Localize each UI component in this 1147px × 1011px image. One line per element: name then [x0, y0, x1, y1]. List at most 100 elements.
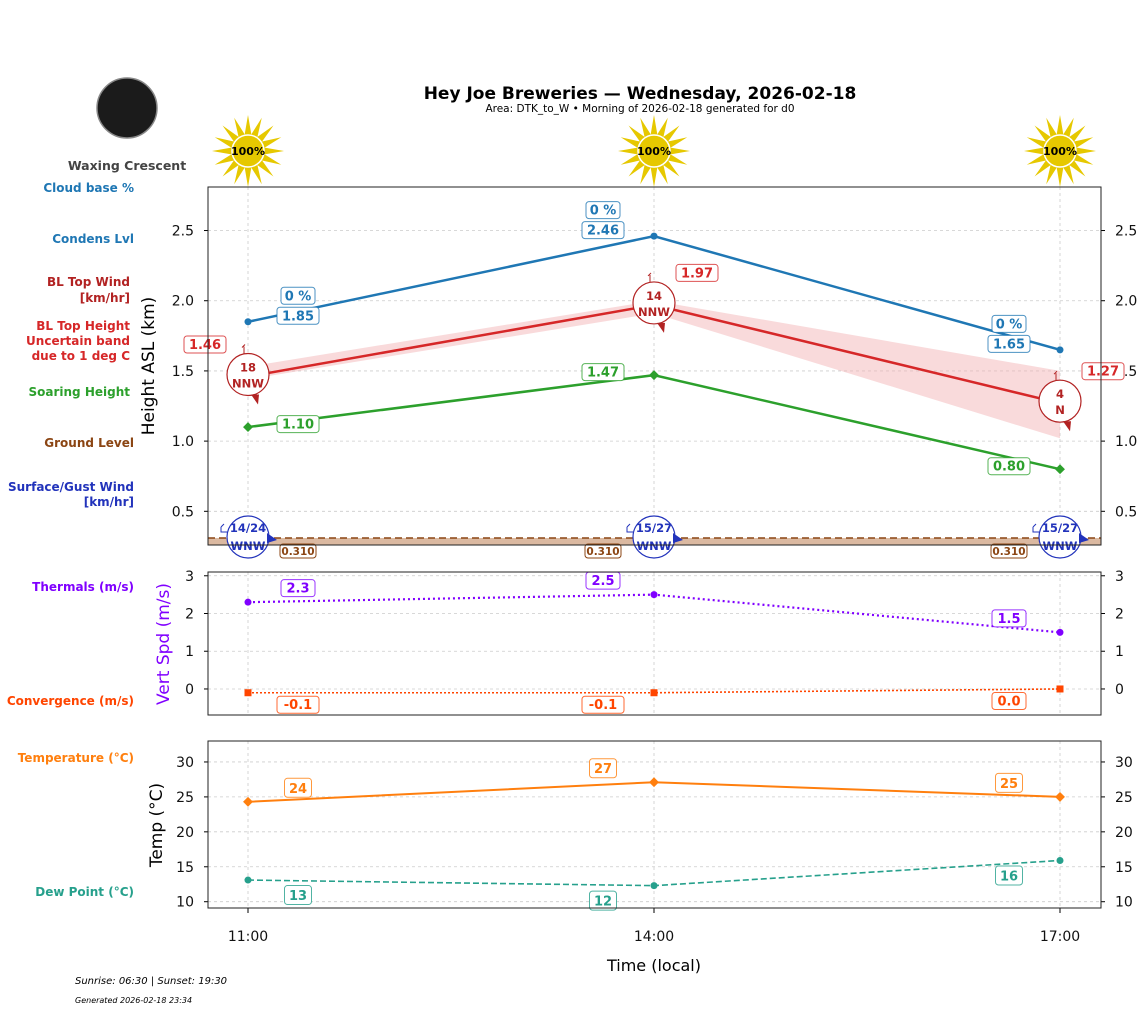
thermals-label: 2.5: [591, 574, 614, 589]
cloud-base-label: 0 %: [590, 204, 617, 219]
dewpoint-label: 13: [289, 889, 307, 904]
y-tick-label: 30: [176, 755, 194, 771]
temperature-label-box: [284, 777, 312, 798]
thermals-point: [244, 598, 252, 606]
bl-wind-arrow-icon: [657, 322, 665, 333]
chart-subtitle: Area: DTK_to_W • Morning of 2026-02-18 g…: [485, 103, 794, 115]
panel-frame: [207, 186, 1102, 546]
y-tick-label-right: 2: [1115, 607, 1124, 623]
surface-wind-arrow-icon: [1079, 533, 1089, 543]
soaring-label: 1.10: [282, 418, 314, 433]
dewpoint-point: [1056, 856, 1064, 864]
label-bl-wind-2: [km/hr]: [80, 291, 130, 305]
label-thermals: Thermals (m/s): [32, 580, 134, 594]
bl-wind-circle: [1038, 379, 1082, 423]
y-tick-label: 1: [185, 644, 194, 660]
ground-label: 0.310: [281, 546, 314, 558]
surface-wind-arrow-icon: [267, 533, 277, 543]
sun-disc: [231, 134, 265, 168]
label-cloud-base: Cloud base %: [43, 181, 134, 195]
y-tick-label-right: 30: [1115, 755, 1133, 771]
soaring-label: 1.47: [587, 366, 619, 381]
surface-wind-speed: 15/27: [636, 521, 672, 535]
sun-disc: [637, 134, 671, 168]
dewpoint-label-box: [995, 865, 1023, 886]
label-ground: Ground Level: [44, 436, 134, 450]
thermals-label-box: [991, 609, 1027, 628]
y-tick-label: 15: [176, 860, 194, 876]
bl-wind-speed: 14: [646, 289, 662, 303]
convergence-label-box: [276, 695, 320, 714]
thermals-point: [1056, 628, 1064, 636]
panel-frame: [207, 740, 1102, 909]
label-bl-height-1: BL Top Height: [36, 319, 130, 333]
condens-point: [244, 318, 252, 326]
generated-stamp: Generated 2026-02-18 23:34: [75, 996, 192, 1005]
y-tick-label-right: 3: [1115, 569, 1124, 585]
dewpoint-label: 16: [1000, 869, 1018, 884]
surface-wind-speed: 15/27: [1042, 521, 1078, 535]
label-soaring: Soaring Height: [29, 385, 131, 399]
surface-wind-barb-icon: [626, 523, 633, 533]
surface-wind-dir: WNW: [1043, 539, 1078, 553]
bl-top-label-box: [675, 263, 719, 282]
y-tick-label: 2.5: [172, 224, 194, 240]
label-temperature: Temperature (°C): [18, 751, 134, 765]
condens-label: 1.85: [282, 309, 314, 324]
temperature-label-box: [589, 758, 617, 779]
y-tick-label-right: 2.0: [1115, 294, 1137, 310]
condens-point: [650, 232, 658, 240]
dewpoint-label-box: [589, 890, 617, 911]
bl-wind-barb-icon: [1053, 370, 1058, 381]
cloud-base-label-box: [991, 314, 1027, 333]
convergence-point: [650, 689, 658, 697]
panel-frame: [207, 571, 1102, 716]
cloud-base-label-box: [280, 286, 316, 305]
temperature-label-box: [995, 772, 1023, 793]
y-tick-label: 0.5: [172, 504, 194, 520]
bl-wind-barb-icon: [647, 272, 652, 282]
condens-label-box: [581, 221, 625, 240]
thermals-label-box: [280, 579, 316, 598]
label-condens: Condens Lvl: [52, 232, 134, 246]
temperature-point: [649, 777, 659, 788]
moon-icon: [96, 77, 158, 139]
ground-label-box: [279, 543, 317, 559]
y-tick-label-right: 0.5: [1115, 504, 1137, 520]
sun-icon: 100%: [618, 115, 690, 187]
y-tick-label: 2: [185, 607, 194, 623]
y-axis-label-height: Height ASL (km): [139, 297, 159, 436]
label-bl-height-3: due to 1 deg C: [32, 349, 131, 363]
bl-top-label: 1.27: [1087, 365, 1119, 380]
bl-top-label-box: [1081, 362, 1125, 381]
sun-cover-label: 100%: [1043, 145, 1077, 158]
cloud-base-label: 0 %: [285, 289, 312, 304]
soaring-point: [1055, 464, 1065, 475]
y-axis-label-temp: Temp (°C): [147, 783, 167, 868]
soaring-point: [649, 370, 659, 381]
bl-wind-arrow-icon: [251, 394, 259, 405]
convergence-label: -0.1: [284, 698, 312, 713]
bl-top-label-box: [183, 335, 227, 354]
x-tick-label: 11:00: [228, 929, 268, 945]
bl-top-label: 1.46: [189, 338, 221, 353]
convergence-point: [1056, 685, 1064, 693]
label-surface-1: Surface/Gust Wind: [8, 480, 134, 494]
y-tick-label: 25: [176, 790, 194, 806]
temperature-point: [243, 796, 253, 807]
y-tick-label-right: 20: [1115, 825, 1133, 841]
thermals-label: 1.5: [997, 612, 1020, 627]
sun-icon: 100%: [212, 115, 284, 187]
y-tick-label-right: 0: [1115, 682, 1124, 698]
condens-label-box: [987, 334, 1031, 353]
condens-point: [1056, 346, 1064, 354]
row-labels: Cloud base % Condens Lvl BL Top Wind [km…: [7, 181, 134, 899]
sun-disc: [1043, 134, 1077, 168]
x-tick-label: 14:00: [634, 929, 674, 945]
ground-label-box: [584, 543, 622, 559]
surface-wind-barb-icon: [1032, 523, 1039, 533]
bl-top-label: 1.97: [681, 266, 713, 281]
x-axis-label: Time (local): [606, 956, 701, 975]
y-tick-label: 1.0: [172, 434, 194, 450]
dewpoint-point: [244, 876, 252, 884]
